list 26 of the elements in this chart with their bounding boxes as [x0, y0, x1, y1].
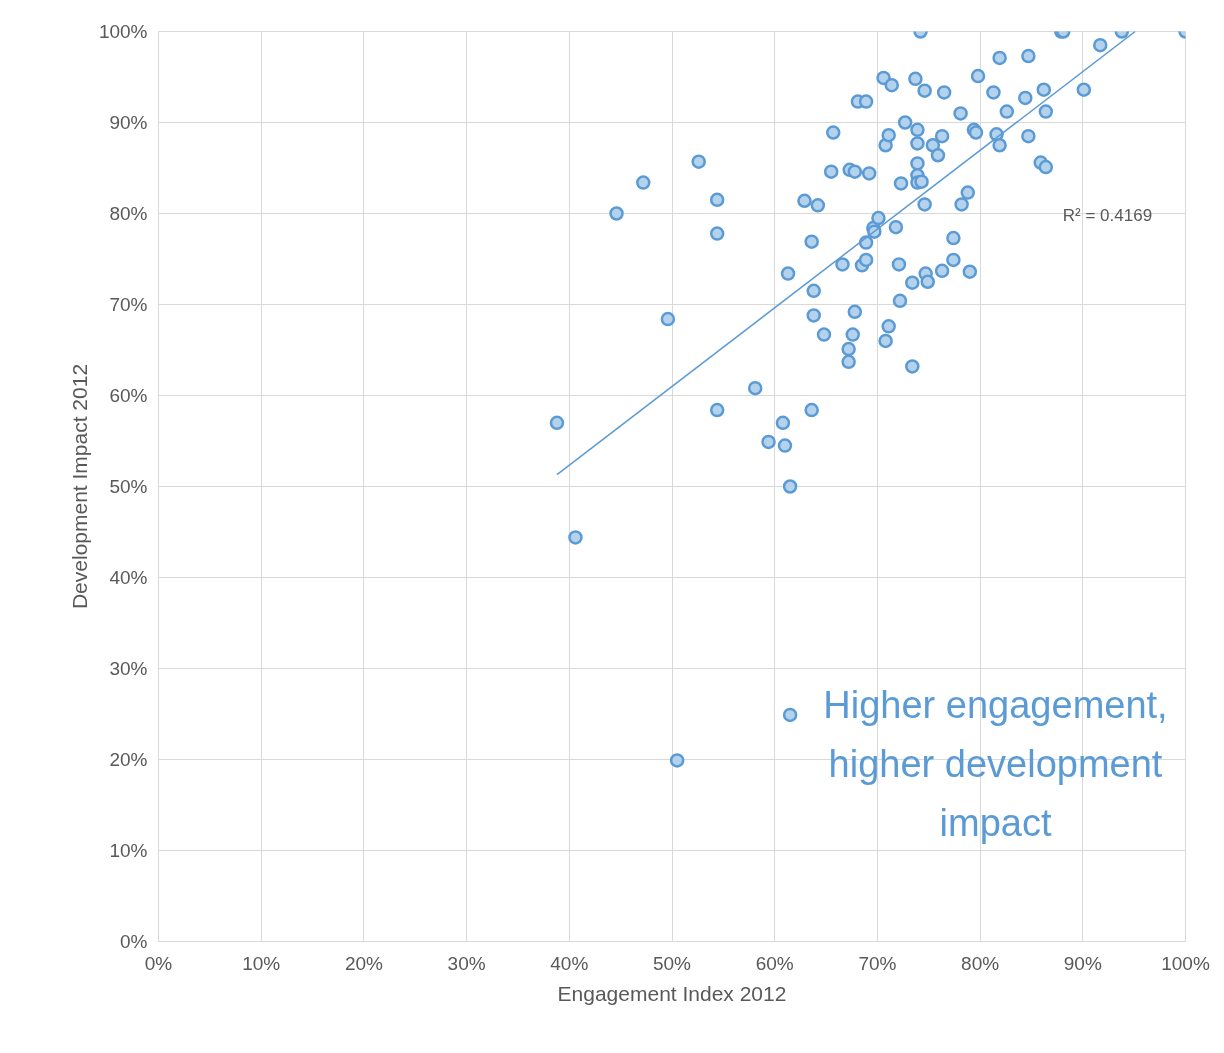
- x-tick-label: 60%: [755, 952, 794, 974]
- y-tick-label: 0%: [120, 931, 148, 952]
- x-tick-label: 50%: [652, 952, 692, 974]
- y-tick-label: 80%: [109, 203, 148, 224]
- x-tick-label: 80%: [961, 952, 1000, 974]
- y-axis-title: Development Impact 2012: [67, 363, 91, 610]
- x-tick-label: 10%: [242, 952, 281, 974]
- y-tick-label: 90%: [109, 112, 148, 133]
- annotation: R² = 0.4169: [1062, 205, 1153, 225]
- y-tick-label: 20%: [109, 749, 148, 770]
- x-axis-title: Engagement Index 2012: [557, 981, 787, 1005]
- y-tick-label: 50%: [109, 476, 148, 497]
- x-tick-label: 0%: [144, 952, 173, 974]
- y-tick-label: 100%: [98, 21, 148, 42]
- y-tick-label: 30%: [109, 658, 148, 679]
- x-tick-label: 40%: [550, 952, 589, 974]
- y-tick-label: 40%: [109, 567, 148, 588]
- y-tick-label: 70%: [109, 294, 148, 315]
- x-tick-label: 90%: [1063, 952, 1102, 974]
- x-tick-label: 100%: [1161, 952, 1210, 974]
- y-tick-label: 10%: [109, 840, 148, 861]
- annotation: Higher engagement, higher development impact: [823, 683, 1168, 845]
- x-tick-label: 30%: [447, 952, 486, 974]
- x-tick-label: 20%: [344, 952, 384, 974]
- x-tick-label: 70%: [858, 952, 897, 974]
- y-tick-label: 60%: [109, 385, 148, 406]
